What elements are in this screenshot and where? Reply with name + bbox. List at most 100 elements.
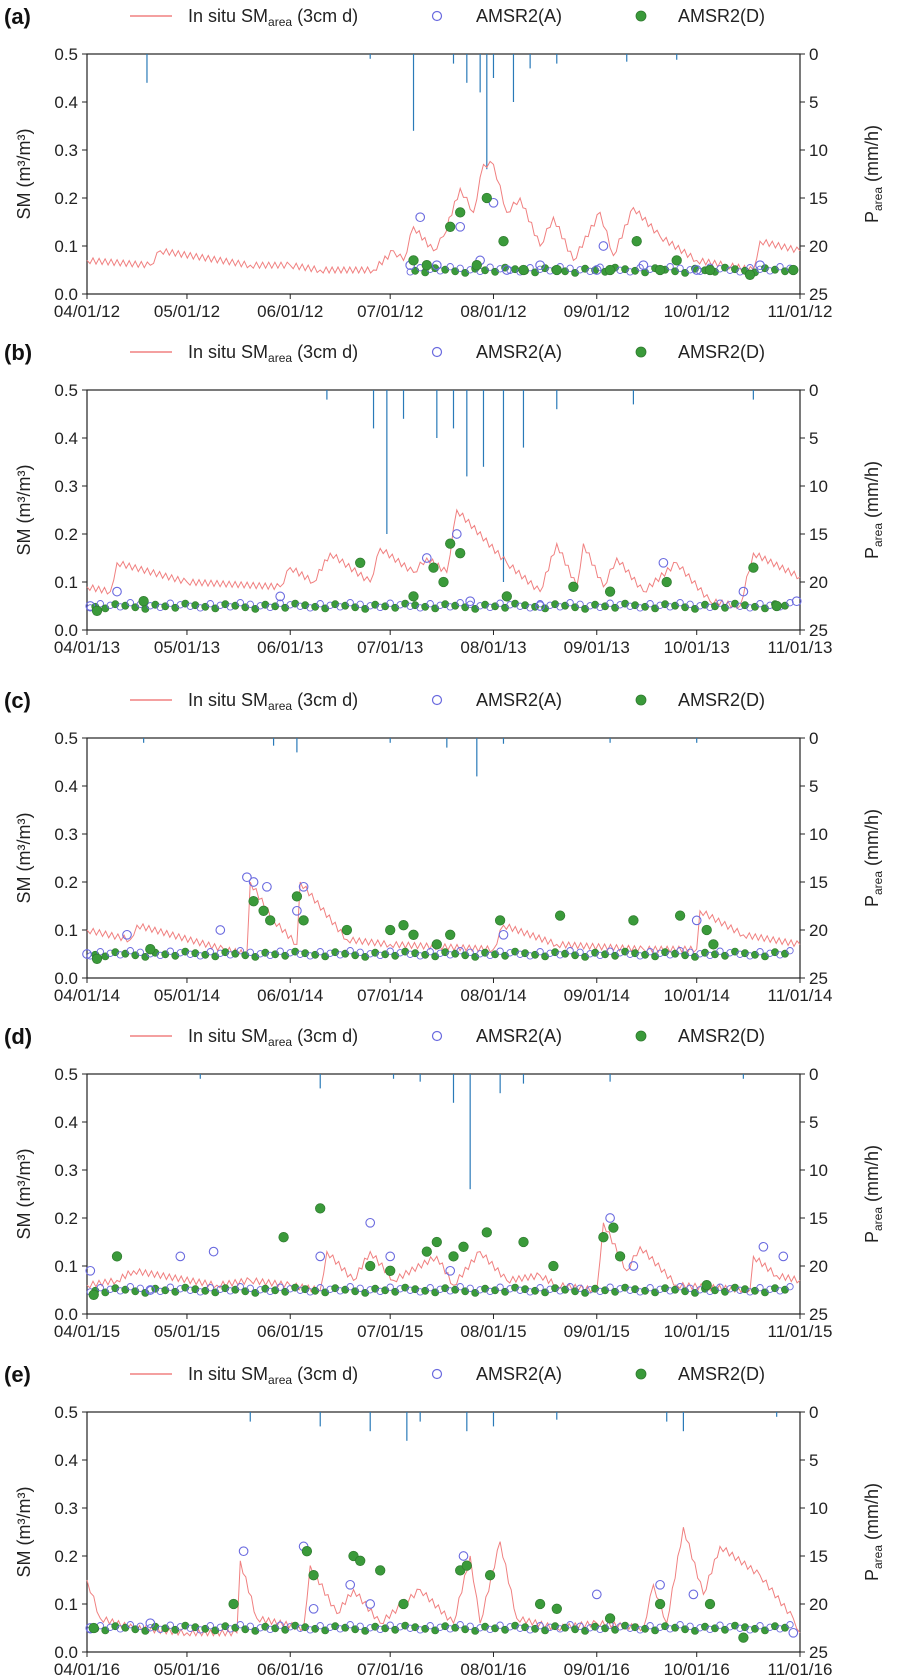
amsr2a-point	[688, 1589, 699, 1600]
amsr2a-point	[496, 1283, 504, 1291]
amsr2d-point	[471, 605, 480, 613]
amsr2a-point	[356, 1622, 364, 1630]
amsr2d-point	[451, 267, 460, 276]
amsr2d-point	[651, 952, 659, 961]
amsr2a-point	[242, 872, 252, 883]
amsr2d-point	[571, 268, 579, 277]
amsr2a-point	[386, 1621, 394, 1629]
y-tick-label: 0.2	[54, 873, 78, 892]
legend-amsr2d-label: AMSR2(D)	[678, 1026, 765, 1046]
amsr2d-point	[781, 1285, 789, 1294]
amsr2a-point	[606, 1283, 614, 1291]
amsr2d-point	[201, 1624, 210, 1633]
amsr2a-point	[446, 263, 454, 271]
amsr2d-point	[711, 1286, 719, 1295]
y2-tick-label: 5	[809, 777, 818, 796]
amsr2d-point	[654, 264, 666, 276]
amsr2a-point	[638, 260, 649, 271]
legend-amsr2d-swatch	[635, 10, 647, 22]
amsr2d-point	[631, 236, 642, 247]
insitu-sm-line	[86, 881, 801, 958]
amsr2d-point	[88, 1289, 99, 1300]
amsr2d-point	[308, 1570, 319, 1581]
amsr2a-point	[145, 1285, 156, 1295]
amsr2d-point	[621, 599, 629, 608]
amsr2d-point	[445, 538, 456, 549]
amsr2d-point	[191, 949, 200, 958]
chart-panel-d: (d) In situ SMarea (3cm d) AMSR2(A) AMSR2(D…	[4, 1024, 885, 1341]
amsr2a-point	[426, 1284, 434, 1292]
amsr2d-point	[385, 924, 396, 936]
amsr2d-point	[461, 268, 470, 277]
amsr2d-point	[481, 948, 489, 957]
amsr2d-point	[671, 255, 682, 266]
amsr2d-point	[481, 192, 492, 204]
amsr2d-point	[311, 950, 320, 959]
amsr2a-point	[738, 586, 749, 597]
y-tick-label: 0.1	[54, 1257, 78, 1276]
amsr2d-point	[291, 1621, 300, 1630]
x-tick-label: 09/01/16	[564, 1660, 630, 1676]
amsr2d-point	[131, 1625, 140, 1634]
y2-axis-title-subscript: area	[871, 523, 885, 547]
amsr2d-point	[671, 267, 679, 276]
amsr2a-point	[686, 948, 694, 956]
amsr2d-point	[411, 1623, 420, 1632]
amsr2d-point	[401, 947, 410, 956]
amsr2d-point	[231, 1285, 240, 1294]
amsr2a-point	[316, 948, 324, 956]
amsr2d-point	[471, 953, 480, 961]
amsr2d-point	[231, 1623, 240, 1632]
amsr2d-point	[534, 1598, 546, 1610]
amsr2d-point	[101, 604, 110, 613]
x-tick-label: 07/01/14	[357, 986, 423, 1005]
amsr2a-point	[676, 264, 684, 272]
legend-insitu-label: In situ SMarea (3cm d)	[188, 6, 358, 29]
x-tick-label: 08/01/14	[460, 986, 526, 1005]
amsr2d-point	[674, 910, 686, 921]
amsr2d-point	[491, 267, 499, 276]
x-tick-label: 11/01/13	[768, 638, 833, 657]
y-tick-label: 0.0	[54, 285, 78, 304]
x-tick-label: 06/01/15	[257, 1322, 323, 1341]
amsr2d-point	[361, 1627, 370, 1635]
amsr2d-point	[671, 1285, 679, 1294]
amsr2d-point	[701, 948, 709, 957]
x-tick-label: 10/01/13	[664, 638, 730, 657]
amsr2d-point	[441, 600, 450, 609]
amsr2a-point	[356, 1284, 364, 1292]
amsr2a-point	[758, 1241, 769, 1252]
y2-axis-title-main: P	[862, 895, 882, 907]
amsr2d-point	[201, 1286, 210, 1295]
amsr2d-point	[611, 951, 619, 960]
amsr2d-point	[661, 1622, 669, 1631]
amsr2a-point	[246, 600, 254, 608]
x-tick-label: 11/01/16	[768, 1660, 833, 1676]
amsr2d-point	[291, 891, 303, 902]
y2-tick-label: 0	[809, 1065, 818, 1084]
amsr2a-point	[112, 586, 122, 597]
amsr2a-point	[566, 1283, 574, 1291]
y2-axis-title-subscript: area	[871, 1207, 885, 1231]
y2-tick-label: 20	[809, 573, 828, 592]
y2-tick-label: 0	[809, 381, 818, 400]
amsr2a-point	[776, 263, 784, 271]
amsr2d-point	[501, 1287, 509, 1296]
amsr2d-point	[511, 265, 519, 274]
amsr2d-point	[181, 947, 190, 956]
amsr2d-point	[561, 267, 569, 276]
amsr2d-point	[331, 1284, 340, 1293]
y2-tick-label: 10	[809, 1161, 828, 1180]
amsr2a-point	[536, 1622, 544, 1630]
amsr2d-point	[681, 268, 689, 277]
x-tick-label: 08/01/16	[460, 1660, 526, 1676]
legend-amsr2a-swatch	[431, 694, 443, 706]
amsr2d-point	[441, 948, 450, 957]
amsr2d-point	[721, 1625, 729, 1634]
amsr2a-point	[786, 947, 794, 955]
amsr2d-point	[671, 949, 679, 958]
amsr2d-point	[611, 603, 619, 612]
amsr2d-point	[471, 1627, 480, 1635]
amsr2d-point	[601, 602, 609, 611]
amsr2d-point	[381, 1286, 390, 1295]
